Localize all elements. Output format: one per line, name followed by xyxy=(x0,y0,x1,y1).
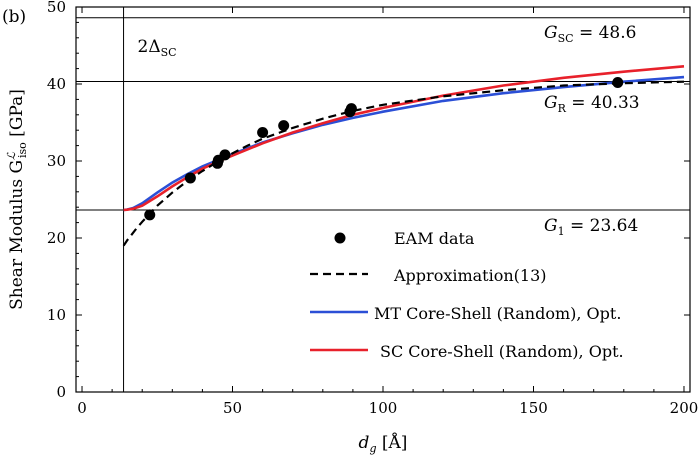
reference-lines-layer xyxy=(76,7,690,392)
series-line-3 xyxy=(123,65,685,212)
y-tick-label: 50 xyxy=(47,0,66,16)
legend-label-2: MT Core-Shell (Random), Opt. xyxy=(374,304,621,323)
x-axis-label: dg [Å] xyxy=(359,432,408,455)
reference-label-2delta: 2ΔSC xyxy=(138,37,177,59)
reference-label-h-2: G1 = 23.64 xyxy=(544,216,638,238)
x-tick-label: 200 xyxy=(670,399,698,417)
reference-label-h-1: GR = 40.33 xyxy=(544,93,640,115)
x-tick-label: 0 xyxy=(77,399,87,417)
x-tick-label: 150 xyxy=(519,399,548,417)
data-point-5 xyxy=(257,127,269,139)
y-tick-label: 20 xyxy=(47,229,66,247)
labels-layer: (b) dg [Å] Shear Modulus Gℒiso [GPa] 2ΔSC GS… xyxy=(2,7,640,455)
panel-label: (b) xyxy=(2,7,26,27)
axes-layer: 0 50 100 150 200 0 10 20 30 40 50 xyxy=(47,0,698,417)
y-tick-label: 0 xyxy=(56,383,66,401)
y-tick-label: 10 xyxy=(47,306,66,324)
y-tick-label: 40 xyxy=(47,75,66,93)
data-point-1 xyxy=(184,172,196,184)
plot-frame xyxy=(75,6,691,393)
series-layer xyxy=(122,65,685,247)
x-tick-label: 100 xyxy=(369,399,398,417)
data-point-9 xyxy=(612,76,624,88)
data-point-8 xyxy=(345,103,357,115)
y-axis-label: Shear Modulus Gℒiso [GPa] xyxy=(5,89,29,310)
x-tick-label: 50 xyxy=(223,399,242,417)
data-point-6 xyxy=(278,120,290,132)
legend-label-1: Approximation(13) xyxy=(393,266,547,285)
reference-label-h-0: GSC = 48.6 xyxy=(544,23,636,45)
data-point-4 xyxy=(219,149,231,161)
legend-label-0: EAM data xyxy=(394,229,475,248)
data-point-0 xyxy=(144,209,156,221)
series-line-1 xyxy=(122,80,685,247)
legend: EAM data Approximation(13) MT Core-Shell (… xyxy=(310,229,624,361)
legend-label-3: SC Core-Shell (Random), Opt. xyxy=(380,342,624,361)
legend-marker-eam xyxy=(334,232,346,244)
y-tick-label: 30 xyxy=(47,152,66,170)
